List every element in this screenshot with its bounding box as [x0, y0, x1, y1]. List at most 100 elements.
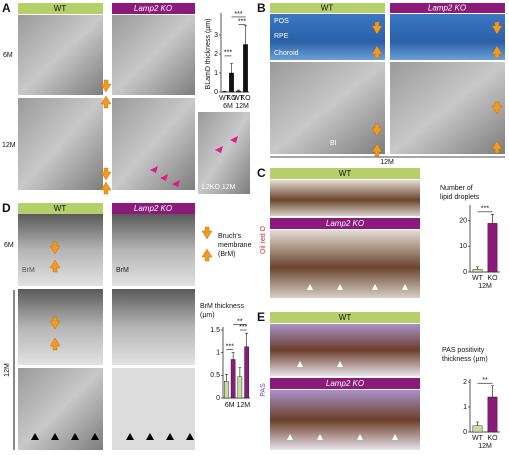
group-label: 12M — [236, 402, 250, 409]
axis-title: BLamD thickness (µm) — [205, 19, 212, 90]
axis-title: PAS positivity — [442, 347, 485, 354]
micrograph — [112, 368, 195, 450]
image-label: BrM — [22, 267, 35, 274]
significance-label: *** — [481, 206, 489, 213]
arrow — [150, 166, 158, 173]
significance-label: *** — [224, 50, 232, 57]
images — [18, 14, 505, 450]
arrow — [100, 181, 112, 195]
arrow — [172, 180, 180, 187]
x-tick-label: WT — [219, 95, 231, 102]
header-bar — [270, 378, 420, 389]
arrow — [371, 45, 383, 59]
arrow — [371, 123, 383, 137]
micrograph — [270, 180, 420, 216]
y-tick-label: 1 — [214, 70, 218, 77]
header-bar — [270, 3, 385, 13]
arrow — [491, 21, 503, 35]
significance-label: *** — [238, 18, 246, 25]
arrow — [357, 434, 363, 440]
row-label: 12M — [4, 363, 11, 377]
micrograph — [270, 14, 385, 60]
image-label: BI — [330, 140, 337, 147]
arrowhead — [146, 433, 154, 440]
header-bar — [270, 312, 420, 323]
arrow — [402, 284, 408, 290]
micrograph — [198, 112, 250, 194]
micrograph — [270, 230, 420, 298]
header-bar — [390, 3, 505, 13]
header-label: WT — [321, 4, 334, 13]
header-label: Lamp2 KO — [134, 204, 172, 213]
micrograph — [112, 214, 195, 286]
arrow — [337, 361, 343, 367]
legend-text: Bruch's — [218, 233, 242, 240]
header-label: WT — [54, 4, 67, 13]
image-label: Choroid — [274, 50, 299, 57]
image-label: L2KO 12M — [202, 184, 236, 191]
y-tick-label: 0 — [463, 269, 467, 276]
row-label: 6M — [3, 52, 13, 59]
arrow — [307, 284, 313, 290]
error-bar — [476, 421, 479, 426]
bar — [244, 346, 249, 399]
x-tick-label: KO — [240, 95, 251, 102]
x-tick-label: WT — [233, 95, 245, 102]
header-label: WT — [339, 169, 352, 178]
error-bar — [491, 385, 494, 397]
arrow — [372, 284, 378, 290]
panel-label: C — [257, 166, 266, 180]
significance-label: ** — [482, 377, 488, 384]
y-tick-label: 10 — [459, 243, 467, 250]
axis-title: Number of — [440, 185, 473, 192]
y-tick-label: 20 — [459, 218, 467, 225]
header-bar — [18, 3, 103, 14]
arrow — [49, 316, 61, 330]
x-tick-label: KO — [487, 435, 498, 442]
header-label: WT — [339, 313, 352, 322]
headers: WT Lamp2 KO WT Lamp2 KO WT Lamp2 KO WT L… — [18, 3, 505, 389]
header-bar — [112, 203, 195, 214]
micrograph — [390, 62, 505, 154]
error-bar — [224, 374, 228, 382]
significance-label: *** — [239, 324, 247, 331]
arrowhead — [31, 433, 39, 440]
group-label: 6M — [223, 103, 233, 110]
panel-label: A — [2, 1, 11, 15]
age-label: 12M — [380, 159, 394, 166]
micrograph — [270, 390, 420, 450]
header-label: Lamp2 KO — [326, 379, 364, 388]
arrow — [491, 45, 503, 59]
header-bar — [270, 218, 420, 229]
significance-label: ** — [237, 318, 243, 325]
axis-title: lipid droplets — [440, 194, 480, 201]
bar — [472, 269, 483, 273]
arrow — [371, 21, 383, 35]
arrow — [371, 143, 383, 157]
bar — [237, 376, 243, 399]
x-tick-label: WT — [472, 275, 484, 282]
legend-text: (BrM) — [218, 251, 236, 258]
micrograph — [18, 15, 103, 95]
image-label: RPE — [274, 33, 289, 40]
header-bar — [18, 203, 103, 214]
error-bar — [245, 332, 249, 347]
error-bar — [476, 266, 479, 270]
y-tick-label: 0 — [216, 395, 220, 402]
arrowhead — [71, 433, 79, 440]
stain-label: Oil red O — [260, 225, 267, 254]
significance-label: *** — [226, 343, 234, 350]
arrow — [100, 95, 112, 109]
arrow — [201, 248, 213, 262]
bar — [224, 381, 229, 399]
image-label: POS — [274, 18, 289, 25]
y-tick-label: 1.5 — [210, 327, 220, 334]
micrograph — [18, 368, 103, 450]
panel-label: D — [2, 201, 11, 215]
y-tick-label: 2 — [214, 51, 218, 58]
arrowhead — [91, 433, 99, 440]
header-label: Lamp2 KO — [326, 219, 364, 228]
arrow — [160, 174, 168, 181]
micrograph — [18, 289, 103, 365]
